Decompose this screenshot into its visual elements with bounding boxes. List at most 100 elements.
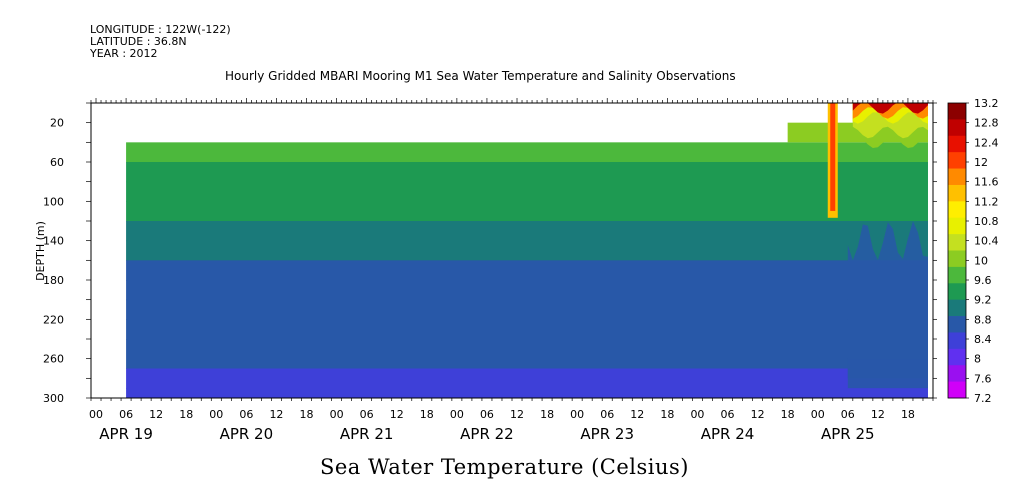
x-hour-label: 18 <box>901 408 915 421</box>
temperature-band <box>126 339 928 369</box>
colorbar-label: 9.6 <box>974 274 992 287</box>
deep-anomaly-lower <box>847 358 928 389</box>
chart-title: Hourly Gridded MBARI Mooring M1 Sea Wate… <box>225 69 736 83</box>
x-hour-label: 12 <box>751 408 765 421</box>
x-hour-label: 00 <box>450 408 464 421</box>
x-hour-label: 18 <box>781 408 795 421</box>
x-hour-label: 00 <box>811 408 825 421</box>
latitude-label: LATITUDE : 36.8N <box>90 35 187 48</box>
y-axis-title: DEPTH (m) <box>34 221 47 281</box>
year-label: YEAR : 2012 <box>90 47 158 60</box>
x-hour-label: 12 <box>630 408 644 421</box>
colorbar-swatch <box>948 201 966 219</box>
colorbar-swatch <box>948 365 966 383</box>
temperature-band <box>126 368 928 389</box>
surface-warm-spike-core <box>830 103 836 211</box>
colorbar-label: 12 <box>974 156 988 169</box>
x-day-label: APR 21 <box>340 425 394 443</box>
colorbar-label: 11.2 <box>974 195 999 208</box>
longitude-label: LONGITUDE : 122W(-122) <box>90 23 231 36</box>
x-hour-label: 06 <box>721 408 735 421</box>
x-hour-label: 06 <box>480 408 494 421</box>
x-day-label: APR 22 <box>460 425 514 443</box>
x-day-label: APR 23 <box>580 425 634 443</box>
x-hour-label: 12 <box>149 408 163 421</box>
x-hour-label: 12 <box>390 408 404 421</box>
colorbar-swatch <box>948 348 966 366</box>
colorbar-label: 11.6 <box>974 176 999 189</box>
temperature-band <box>126 260 928 281</box>
x-hour-label: 12 <box>871 408 885 421</box>
x-day-label: APR 19 <box>99 425 153 443</box>
y-tick-label: 60 <box>50 156 64 169</box>
y-tick-label: 220 <box>43 313 64 326</box>
x-hour-label: 00 <box>209 408 223 421</box>
colorbar-label: 13.2 <box>974 97 999 110</box>
x-hour-label: 00 <box>570 408 584 421</box>
colorbar-swatch <box>948 103 966 120</box>
colorbar-swatch <box>948 250 966 268</box>
x-hour-label: 00 <box>330 408 344 421</box>
colorbar-swatch <box>948 332 966 350</box>
colorbar-frame <box>947 102 967 399</box>
colorbar-swatch <box>948 217 966 235</box>
x-day-label: APR 20 <box>220 425 274 443</box>
y-tick-label: 100 <box>43 195 64 208</box>
colorbar-label: 7.6 <box>974 372 992 385</box>
x-hour-label: 18 <box>420 408 434 421</box>
surface-warm-layer <box>852 103 928 114</box>
x-hour-label: 18 <box>179 408 193 421</box>
y-tick-label: 20 <box>50 117 64 130</box>
x-hour-label: 00 <box>89 408 103 421</box>
colorbar-label: 8.8 <box>974 313 992 326</box>
colorbar-swatch <box>948 152 966 169</box>
colorbar-label: 10.8 <box>974 215 999 228</box>
x-hour-label: 06 <box>360 408 374 421</box>
colorbar-swatch <box>948 184 966 202</box>
colorbar-label: 7.2 <box>974 392 992 405</box>
heatmap-layer <box>126 103 928 398</box>
y-tick-label: 300 <box>43 392 64 405</box>
temperature-band <box>126 299 928 320</box>
x-hour-label: 12 <box>510 408 524 421</box>
colorbar-label: 10.4 <box>974 235 999 248</box>
colorbar-swatch <box>948 299 966 317</box>
temperature-band <box>126 162 928 183</box>
x-day-label: APR 25 <box>821 425 875 443</box>
y-tick-label: 140 <box>43 235 64 248</box>
colorbar-swatch <box>948 168 966 186</box>
x-hour-label: 06 <box>841 408 855 421</box>
colorbar-swatch <box>948 381 966 399</box>
temperature-band <box>126 388 928 398</box>
temperature-band <box>126 201 928 222</box>
colorbar-swatch <box>948 234 966 251</box>
deep-anomaly-region <box>847 221 928 379</box>
temperature-band <box>126 240 928 261</box>
x-hour-label: 12 <box>269 408 283 421</box>
colorbar-label: 12.8 <box>974 117 999 130</box>
x-hour-label: 06 <box>600 408 614 421</box>
colorbar-label: 8 <box>974 353 981 366</box>
temperature-band <box>126 181 928 202</box>
colorbar-swatch <box>948 119 966 137</box>
temperature-band <box>126 142 928 163</box>
x-hour-label: 18 <box>540 408 554 421</box>
colorbar-swatch <box>948 135 966 153</box>
temperature-band <box>126 319 928 340</box>
x-hour-label: 06 <box>119 408 133 421</box>
y-tick-label: 260 <box>43 353 64 366</box>
x-axis-title: Sea Water Temperature (Celsius) <box>319 455 689 479</box>
temperature-band <box>126 280 928 301</box>
colorbar-label: 8.4 <box>974 333 992 346</box>
x-hour-label: 18 <box>660 408 674 421</box>
x-hour-label: 00 <box>690 408 704 421</box>
colorbar-swatch <box>948 316 966 333</box>
temperature-band <box>126 221 928 242</box>
colorbar-label: 10 <box>974 254 988 267</box>
colorbar-label: 12.4 <box>974 136 999 149</box>
colorbar-swatch <box>948 283 966 301</box>
y-tick-label: 180 <box>43 274 64 287</box>
colorbar-swatch <box>948 266 966 284</box>
x-day-label: APR 24 <box>701 425 755 443</box>
